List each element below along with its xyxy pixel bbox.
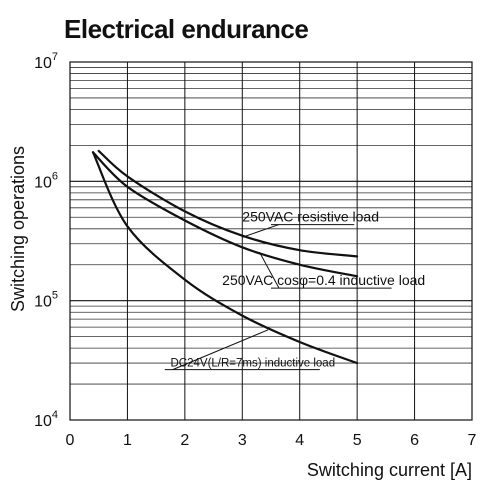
annotation-dc-inductive-leader (172, 329, 269, 371)
chart-title: Electrical endurance (64, 14, 309, 44)
x-axis-title: Switching current [A] (307, 460, 472, 480)
x-tick-label: 1 (123, 432, 132, 449)
y-tick-label: 104 (34, 409, 58, 430)
x-tick-label: 5 (353, 432, 362, 449)
x-tick-label: 6 (410, 432, 419, 449)
plot-frame (69, 61, 473, 421)
annotation-dc-inductive: DC24V(L/R=7ms) inductive load (171, 358, 336, 370)
x-tick-label: 0 (66, 432, 75, 449)
x-tick-label: 2 (180, 432, 189, 449)
annotation-resistive: 250VAC resistive load (242, 209, 379, 225)
annotation-resistive-leader (242, 224, 280, 238)
y-axis-title: Switching operations (8, 146, 28, 312)
x-tick-label: 3 (238, 432, 247, 449)
series-line-ac-inductive (91, 151, 359, 278)
series-line-dc-inductive (91, 151, 359, 365)
annotation-ac-inductive-leader (259, 251, 280, 289)
y-tick-label: 106 (34, 170, 58, 191)
y-tick-label: 105 (34, 290, 58, 311)
series-line-resistive (97, 149, 359, 258)
annotation-ac-inductive: 250VAC cosφ=0.4 inductive load (222, 272, 425, 288)
y-tick-label: 107 (34, 51, 58, 72)
x-tick-label: 4 (295, 432, 304, 449)
x-tick-label: 7 (468, 432, 477, 449)
